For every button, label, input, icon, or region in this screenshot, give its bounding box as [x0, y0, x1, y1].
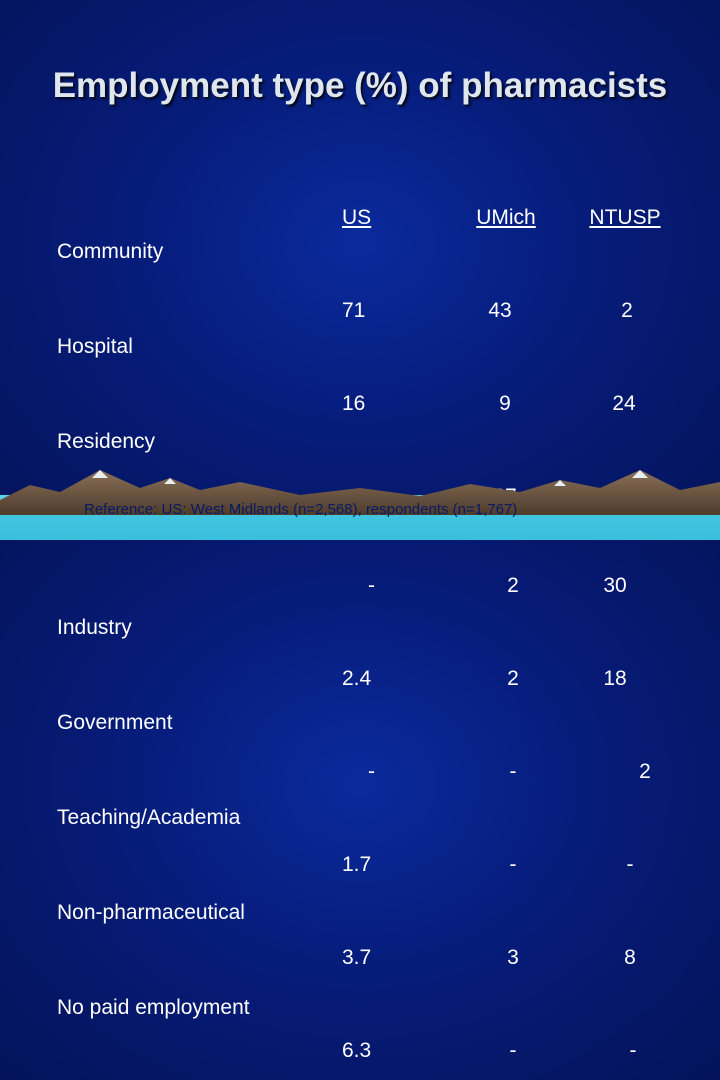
ntusp-value: -: [629, 1039, 637, 1062]
ntusp-header: NTUSP: [589, 206, 661, 229]
row-label: Teaching/Academia: [57, 806, 241, 829]
umich-column: UMich 43 9 27 2 2 - - 3 -: [468, 140, 544, 1080]
slide: Employment type (%) of pharmacists Commu…: [0, 66, 720, 540]
umich-value: -: [509, 853, 517, 876]
us-value: 2.4: [342, 667, 372, 690]
us-value: -: [368, 574, 375, 597]
row-label: Hospital: [57, 335, 133, 358]
reference-footnote: Reference: US: West Midlands (n=2,568), …: [84, 501, 518, 518]
umich-value: 3: [507, 946, 519, 969]
us-value: 16: [342, 392, 366, 415]
us-value: 1.7: [342, 853, 372, 876]
umich-value: 2: [507, 667, 519, 690]
row-label: Industry: [57, 616, 132, 639]
row-label: Government: [57, 711, 173, 734]
us-column: US 71 16 - - 2.4 - 1.7 3.7 6.3: [342, 140, 375, 1080]
us-value: 6.3: [342, 1039, 372, 1062]
row-label: Non-pharmaceutical: [57, 901, 245, 924]
row-label: Community: [57, 240, 164, 263]
slide-title: Employment type (%) of pharmacists: [52, 66, 668, 105]
ntusp-value: 2: [621, 299, 633, 322]
row-label: Residency: [57, 430, 156, 453]
umich-value: -: [509, 760, 517, 783]
us-value: 3.7: [342, 946, 372, 969]
ntusp-value: 8: [624, 946, 636, 969]
umich-value: 43: [488, 299, 512, 322]
umich-header: UMich: [476, 206, 536, 229]
ntusp-value: 18: [603, 667, 627, 690]
us-header: US: [342, 206, 372, 229]
row-labels-column: Community Hospital Residency Graduate In…: [57, 172, 250, 1080]
ntusp-column: NTUSP 2 24 - 30 18 2 - 8 -: [584, 140, 666, 1080]
ntusp-value: 30: [603, 574, 627, 597]
umich-value: -: [509, 1039, 517, 1062]
mountain-landscape-image: [0, 470, 720, 540]
ntusp-value: -: [626, 853, 634, 876]
us-value: 71: [342, 299, 366, 322]
ntusp-value: 2: [639, 760, 651, 783]
umich-value: 2: [507, 574, 519, 597]
us-value: -: [368, 760, 375, 783]
umich-value: 9: [499, 392, 511, 415]
ntusp-value: 24: [612, 392, 636, 415]
row-label: No paid employment: [57, 996, 250, 1019]
